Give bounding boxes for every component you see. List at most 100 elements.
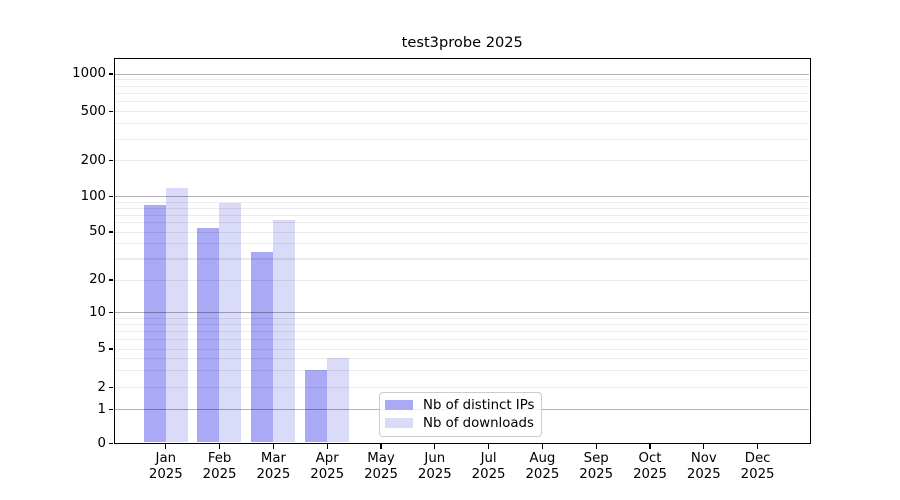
x-label-month: Jul [480,451,497,466]
x-axis-tick-label-sep: Sep 2025 [561,451,631,483]
gridline-minor-400 [114,123,810,125]
x-label-year: 2025 [579,466,614,482]
y-tick-mark-1000 [108,73,114,75]
x-tick-mark-nov [703,444,705,449]
gridline-minor-300 [114,138,810,140]
y-tick-mark-100 [108,196,114,198]
y-axis-tick-label-50: 50 [89,224,106,240]
x-label-month: Mar [260,451,286,466]
gridline-major-10 [114,311,810,314]
gridline-minor-9 [114,317,810,319]
legend-label-downloads: Nb of downloads [423,415,534,431]
gridline-minor-3 [114,370,810,372]
y-tick-mark-2 [108,387,114,389]
x-axis-tick-label-nov: Nov 2025 [669,451,739,483]
gridline-minor-70 [114,214,810,216]
x-axis-tick-label-aug: Aug 2025 [507,451,577,483]
gridline-minor-80 [114,207,810,209]
gridline-minor-7 [114,330,810,332]
y-tick-mark-200 [108,159,114,162]
legend: Nb of distinct IPs Nb of downloads [379,391,542,437]
x-axis-tick-label-jul: Jul 2025 [454,451,524,483]
x-axis-tick-label-feb: Feb 2025 [185,451,255,483]
x-tick-mark-dec [756,444,759,449]
x-tick-mark-oct [649,444,651,449]
y-axis-tick-label-20: 20 [89,272,106,288]
y-axis-tick-label-200: 200 [80,152,106,168]
legend-item-downloads: Nb of downloads [385,416,535,431]
x-label-year: 2025 [525,466,560,482]
gridline-major-1000 [114,73,810,75]
y-tick-mark-1 [108,408,114,410]
bar-nb-of-downloads-mar [273,219,296,443]
y-tick-mark-0 [108,442,114,445]
x-label-month: Dec [744,451,771,466]
x-tick-mark-mar [272,444,275,449]
x-axis-tick-label-jan: Jan 2025 [131,451,201,483]
x-axis-tick-label-may: May 2025 [346,451,416,483]
gridline-minor-2 [114,387,810,389]
y-tick-mark-20 [108,279,114,281]
gridline-minor-500 [114,111,810,113]
x-label-month: Jan [155,451,177,466]
x-label-year: 2025 [364,466,398,482]
bar-nb-of-downloads-jan [165,187,188,443]
y-axis-tick-label-5: 5 [97,341,106,357]
x-label-year: 2025 [686,466,721,482]
x-label-month: Sep [583,451,609,466]
x-label-month: Oct [638,451,662,466]
x-axis-tick-label-apr: Apr 2025 [292,451,362,483]
gridline-minor-60 [114,222,810,224]
x-label-year: 2025 [417,466,452,482]
y-tick-mark-500 [108,110,114,113]
x-label-month: Aug [529,451,556,466]
plot-area [113,58,811,444]
chart-title: test3probe 2025 [401,34,523,51]
y-axis-tick-label-0: 0 [97,435,106,451]
x-axis-tick-label-mar: Mar 2025 [238,451,308,483]
x-tick-mark-jun [434,444,436,449]
gridline-minor-40 [114,243,810,245]
bar-nb-of-distinct-ips-feb [197,227,220,443]
y-axis-tick-label-100: 100 [80,189,106,205]
gridline-minor-6 [114,339,810,341]
legend-item-distinct-ips: Nb of distinct IPs [385,398,535,413]
bar-nb-of-downloads-apr [326,358,349,443]
gridline-minor-50 [114,231,810,233]
x-tick-mark-aug [541,444,544,449]
x-label-month: Nov [690,451,717,466]
gridline-minor-20 [114,279,810,281]
legend-swatch-distinct-ips [385,399,413,411]
y-axis-tick-label-2: 2 [97,380,106,396]
y-tick-mark-50 [108,231,114,233]
x-axis-tick-label-dec: Dec 2025 [723,451,793,483]
bar-nb-of-distinct-ips-apr [304,370,327,443]
x-tick-mark-sep [595,444,597,449]
x-label-year: 2025 [740,466,775,482]
gridline-minor-700 [114,92,810,95]
gridline-minor-900 [114,79,810,81]
x-axis-tick-label-jun: Jun 2025 [400,451,470,483]
gridline-minor-4 [114,358,810,360]
x-tick-mark-feb [218,444,221,449]
legend-swatch-downloads [385,417,413,429]
x-label-year: 2025 [256,466,291,482]
x-label-year: 2025 [633,466,667,482]
x-tick-mark-apr [326,444,328,449]
gridline-minor-5 [114,348,810,350]
x-label-month: May [367,451,395,466]
gridline-minor-200 [114,160,810,162]
y-axis-tick-label-1: 1 [97,401,106,417]
x-label-month: Jun [424,451,446,466]
x-axis-tick-label-oct: Oct 2025 [615,451,685,483]
gridline-minor-30 [114,258,810,260]
gridline-minor-8 [114,323,810,325]
x-label-year: 2025 [148,466,183,482]
x-tick-mark-jul [487,444,490,449]
gridline-minor-800 [114,85,810,87]
gridline-minor-90 [114,201,810,203]
bar-nb-of-distinct-ips-mar [251,251,274,443]
x-label-year: 2025 [202,466,237,482]
x-tick-mark-may [380,444,382,449]
